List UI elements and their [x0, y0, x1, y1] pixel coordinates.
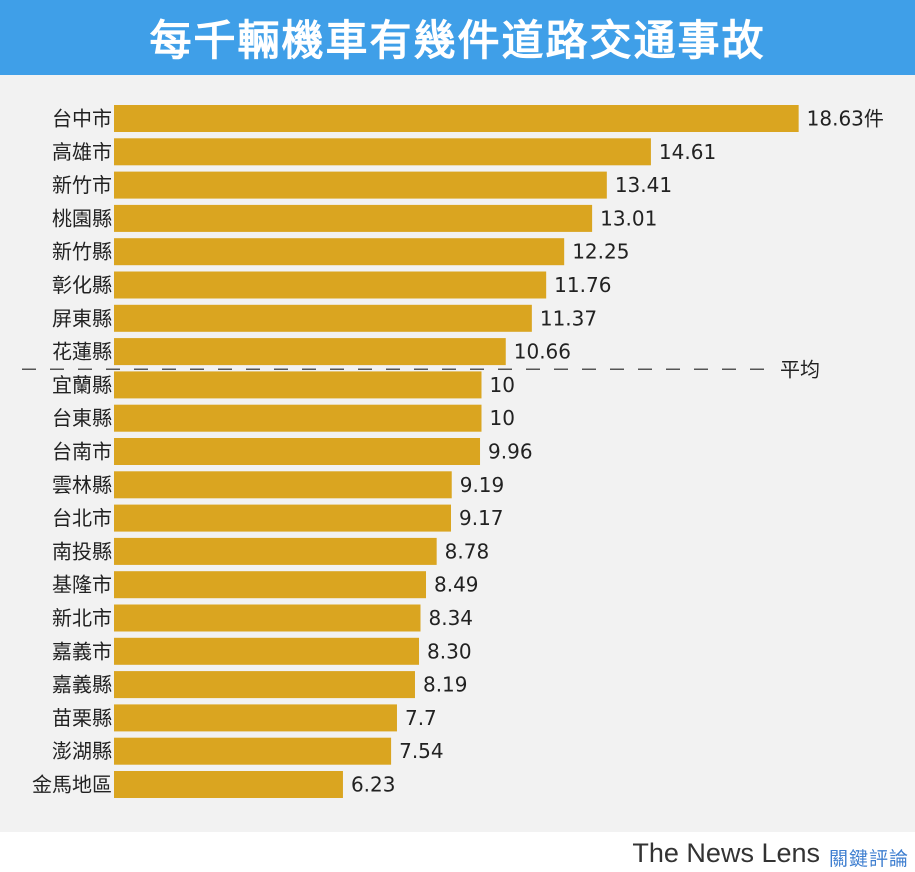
- value-label: 8.49: [434, 573, 479, 597]
- value-label: 12.25: [572, 240, 629, 264]
- value-label: 10: [490, 406, 515, 430]
- value-label: 10: [490, 373, 515, 397]
- value-label: 7.7: [405, 706, 437, 730]
- bar: [114, 304, 532, 332]
- value-label: 11.76: [554, 273, 611, 297]
- category-label: 屏東縣: [52, 306, 112, 330]
- category-label: 高雄市: [52, 140, 112, 164]
- bar: [114, 771, 343, 798]
- value-label: 7.54: [399, 739, 444, 763]
- category-label: 苗栗縣: [52, 706, 112, 730]
- category-label: 金馬地區: [32, 773, 112, 797]
- category-label: 花蓮縣: [52, 340, 112, 364]
- value-label: 13.41: [615, 173, 672, 197]
- category-label: 新竹縣: [52, 240, 112, 264]
- category-label: 台東縣: [52, 406, 112, 430]
- bar: [114, 671, 415, 699]
- value-label: 14.61: [659, 140, 716, 164]
- value-label: 8.30: [427, 639, 472, 663]
- chart-panel: 台中市 18.63件高雄市 14.61 新竹市 13.41 桃園縣 13.01 新竹縣 12.2…: [0, 75, 915, 832]
- value-label: 9.19: [460, 473, 505, 497]
- category-label: 彰化縣: [52, 273, 112, 297]
- average-label: 平均: [780, 357, 820, 381]
- bar: [114, 271, 547, 299]
- category-label: 新竹市: [52, 173, 112, 197]
- value-label: 13.01: [600, 206, 657, 230]
- value-label: 9.17: [459, 506, 504, 530]
- value-label: 8.19: [423, 673, 468, 697]
- value-label: 8.78: [445, 539, 490, 563]
- bar: [114, 637, 420, 665]
- value-label: 9.96: [488, 440, 533, 464]
- bar: [114, 338, 506, 366]
- value-label: 18.63件: [807, 107, 884, 131]
- chart-title: 每千輛機車有幾件道路交通事故: [149, 16, 766, 65]
- bar: [114, 438, 481, 465]
- category-label: 基隆市: [52, 573, 112, 597]
- category-label: 新北市: [52, 606, 112, 630]
- bar: [114, 737, 392, 765]
- bar: [114, 471, 452, 499]
- value-label: 8.34: [428, 606, 473, 630]
- title-bar: 每千輛機車有幾件道路交通事故: [0, 0, 915, 75]
- category-label: 台南市: [52, 440, 112, 464]
- bar: [114, 371, 482, 399]
- bar: [114, 105, 799, 132]
- bar: [114, 704, 397, 732]
- bar: [114, 238, 565, 266]
- category-label: 澎湖縣: [52, 739, 112, 763]
- value-label: 10.66: [514, 340, 571, 364]
- bar: [114, 138, 651, 166]
- category-label: 台北市: [52, 506, 112, 530]
- category-label: 南投縣: [52, 539, 112, 563]
- category-label: 嘉義縣: [52, 673, 112, 697]
- category-label: 雲林縣: [52, 473, 112, 497]
- category-label: 宜蘭縣: [52, 373, 112, 397]
- category-label: 桃園縣: [52, 206, 112, 230]
- category-label: 台中市: [52, 107, 112, 131]
- bar: [114, 404, 482, 432]
- value-label: 11.37: [540, 306, 597, 330]
- bar: [114, 537, 437, 565]
- bar: [114, 504, 451, 532]
- brand-logo-text: The News Lens: [632, 838, 820, 868]
- bar: [114, 204, 593, 232]
- brand-logo-cn: 關鍵評論: [828, 848, 909, 870]
- bar: [114, 571, 427, 599]
- bar: [114, 171, 607, 199]
- bar: [114, 604, 421, 632]
- value-label: 6.23: [351, 773, 396, 797]
- footer: The News Lens 關鍵評論: [0, 832, 915, 872]
- category-label: 嘉義市: [52, 639, 112, 663]
